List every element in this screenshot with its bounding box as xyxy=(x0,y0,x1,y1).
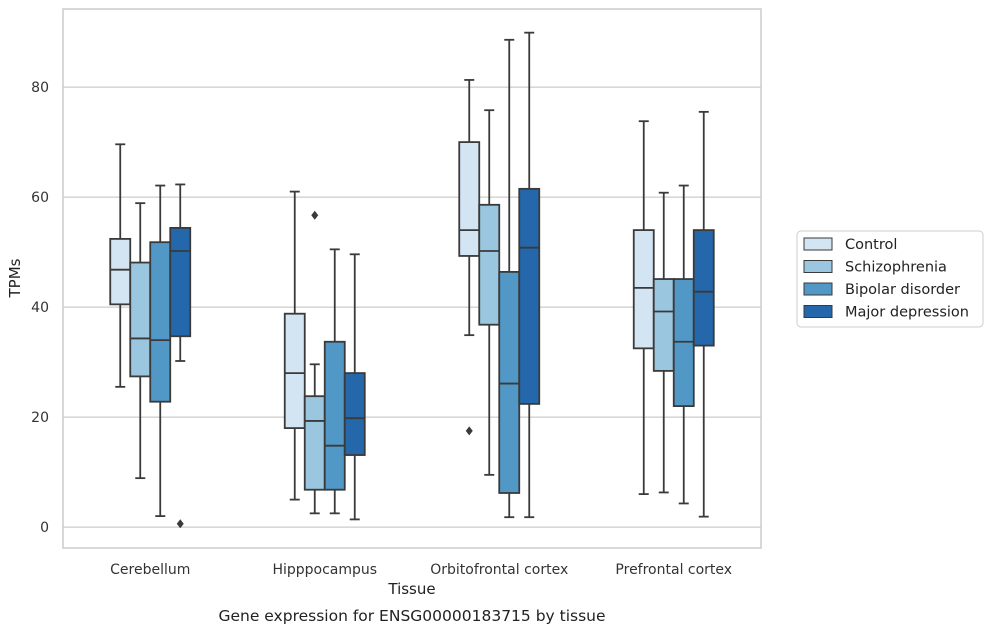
x-axis-label: Tissue xyxy=(387,580,435,598)
legend-swatch xyxy=(803,237,833,251)
box-group xyxy=(343,253,366,521)
box-group xyxy=(169,183,192,529)
box-group xyxy=(478,109,501,476)
legend-label: Major depression xyxy=(845,305,969,321)
box-group xyxy=(498,38,521,519)
box xyxy=(323,340,346,491)
x-tick-label: Cerebellum xyxy=(110,562,190,578)
outlier-marker xyxy=(176,519,184,529)
box-group xyxy=(652,191,675,494)
y-tick-label: 40 xyxy=(31,300,49,316)
box xyxy=(458,141,481,257)
box xyxy=(169,226,192,338)
legend-frame xyxy=(796,230,984,328)
box xyxy=(343,372,366,456)
outlier-marker xyxy=(311,210,319,220)
box-group xyxy=(672,184,695,505)
box xyxy=(518,187,541,405)
x-tick-label: Hipppocampus xyxy=(272,562,377,578)
y-axis-label: TPMs xyxy=(6,258,24,298)
box xyxy=(478,203,501,326)
y-tick-label: 20 xyxy=(31,410,49,426)
box-group xyxy=(632,120,655,496)
box-group xyxy=(303,210,326,515)
box-group xyxy=(323,248,346,515)
plot-boxes xyxy=(109,31,715,529)
x-tick-label: Orbitofrontal cortex xyxy=(430,562,568,578)
legend-label: Bipolar disorder xyxy=(845,282,960,298)
y-tick-label: 60 xyxy=(31,190,49,206)
y-tick-label: 0 xyxy=(40,520,49,536)
legend: Control Schizophrenia Bipolar disorder Majo… xyxy=(796,230,984,328)
box-group xyxy=(283,190,306,501)
legend-swatch xyxy=(803,260,833,273)
legend-swatch xyxy=(803,305,833,318)
plot-frame xyxy=(62,8,762,549)
box xyxy=(283,312,306,430)
box-group xyxy=(129,202,152,480)
box xyxy=(652,278,675,372)
x-tick-label: Prefrontal cortex xyxy=(615,562,732,578)
box-group xyxy=(109,143,132,388)
legend-label: Schizophrenia xyxy=(845,260,947,276)
legend-swatch xyxy=(803,282,833,296)
y-axis: 0 20 40 60 80 xyxy=(31,80,49,536)
box-group xyxy=(458,79,481,436)
box xyxy=(149,241,172,403)
box-group xyxy=(518,31,541,519)
box xyxy=(303,395,326,491)
box xyxy=(109,237,132,306)
box-group xyxy=(692,110,715,518)
box-group xyxy=(149,184,172,517)
y-tick-label: 80 xyxy=(31,80,49,96)
outlier-marker xyxy=(465,426,473,436)
box xyxy=(632,229,655,350)
chart-caption: Gene expression for ENSG00000183715 by t… xyxy=(218,607,605,625)
legend-label: Control xyxy=(845,237,897,253)
box xyxy=(692,229,715,347)
box xyxy=(498,270,521,494)
x-axis: Cerebellum Hipppocampus Orbitofrontal cort… xyxy=(110,562,732,578)
box xyxy=(129,261,152,378)
